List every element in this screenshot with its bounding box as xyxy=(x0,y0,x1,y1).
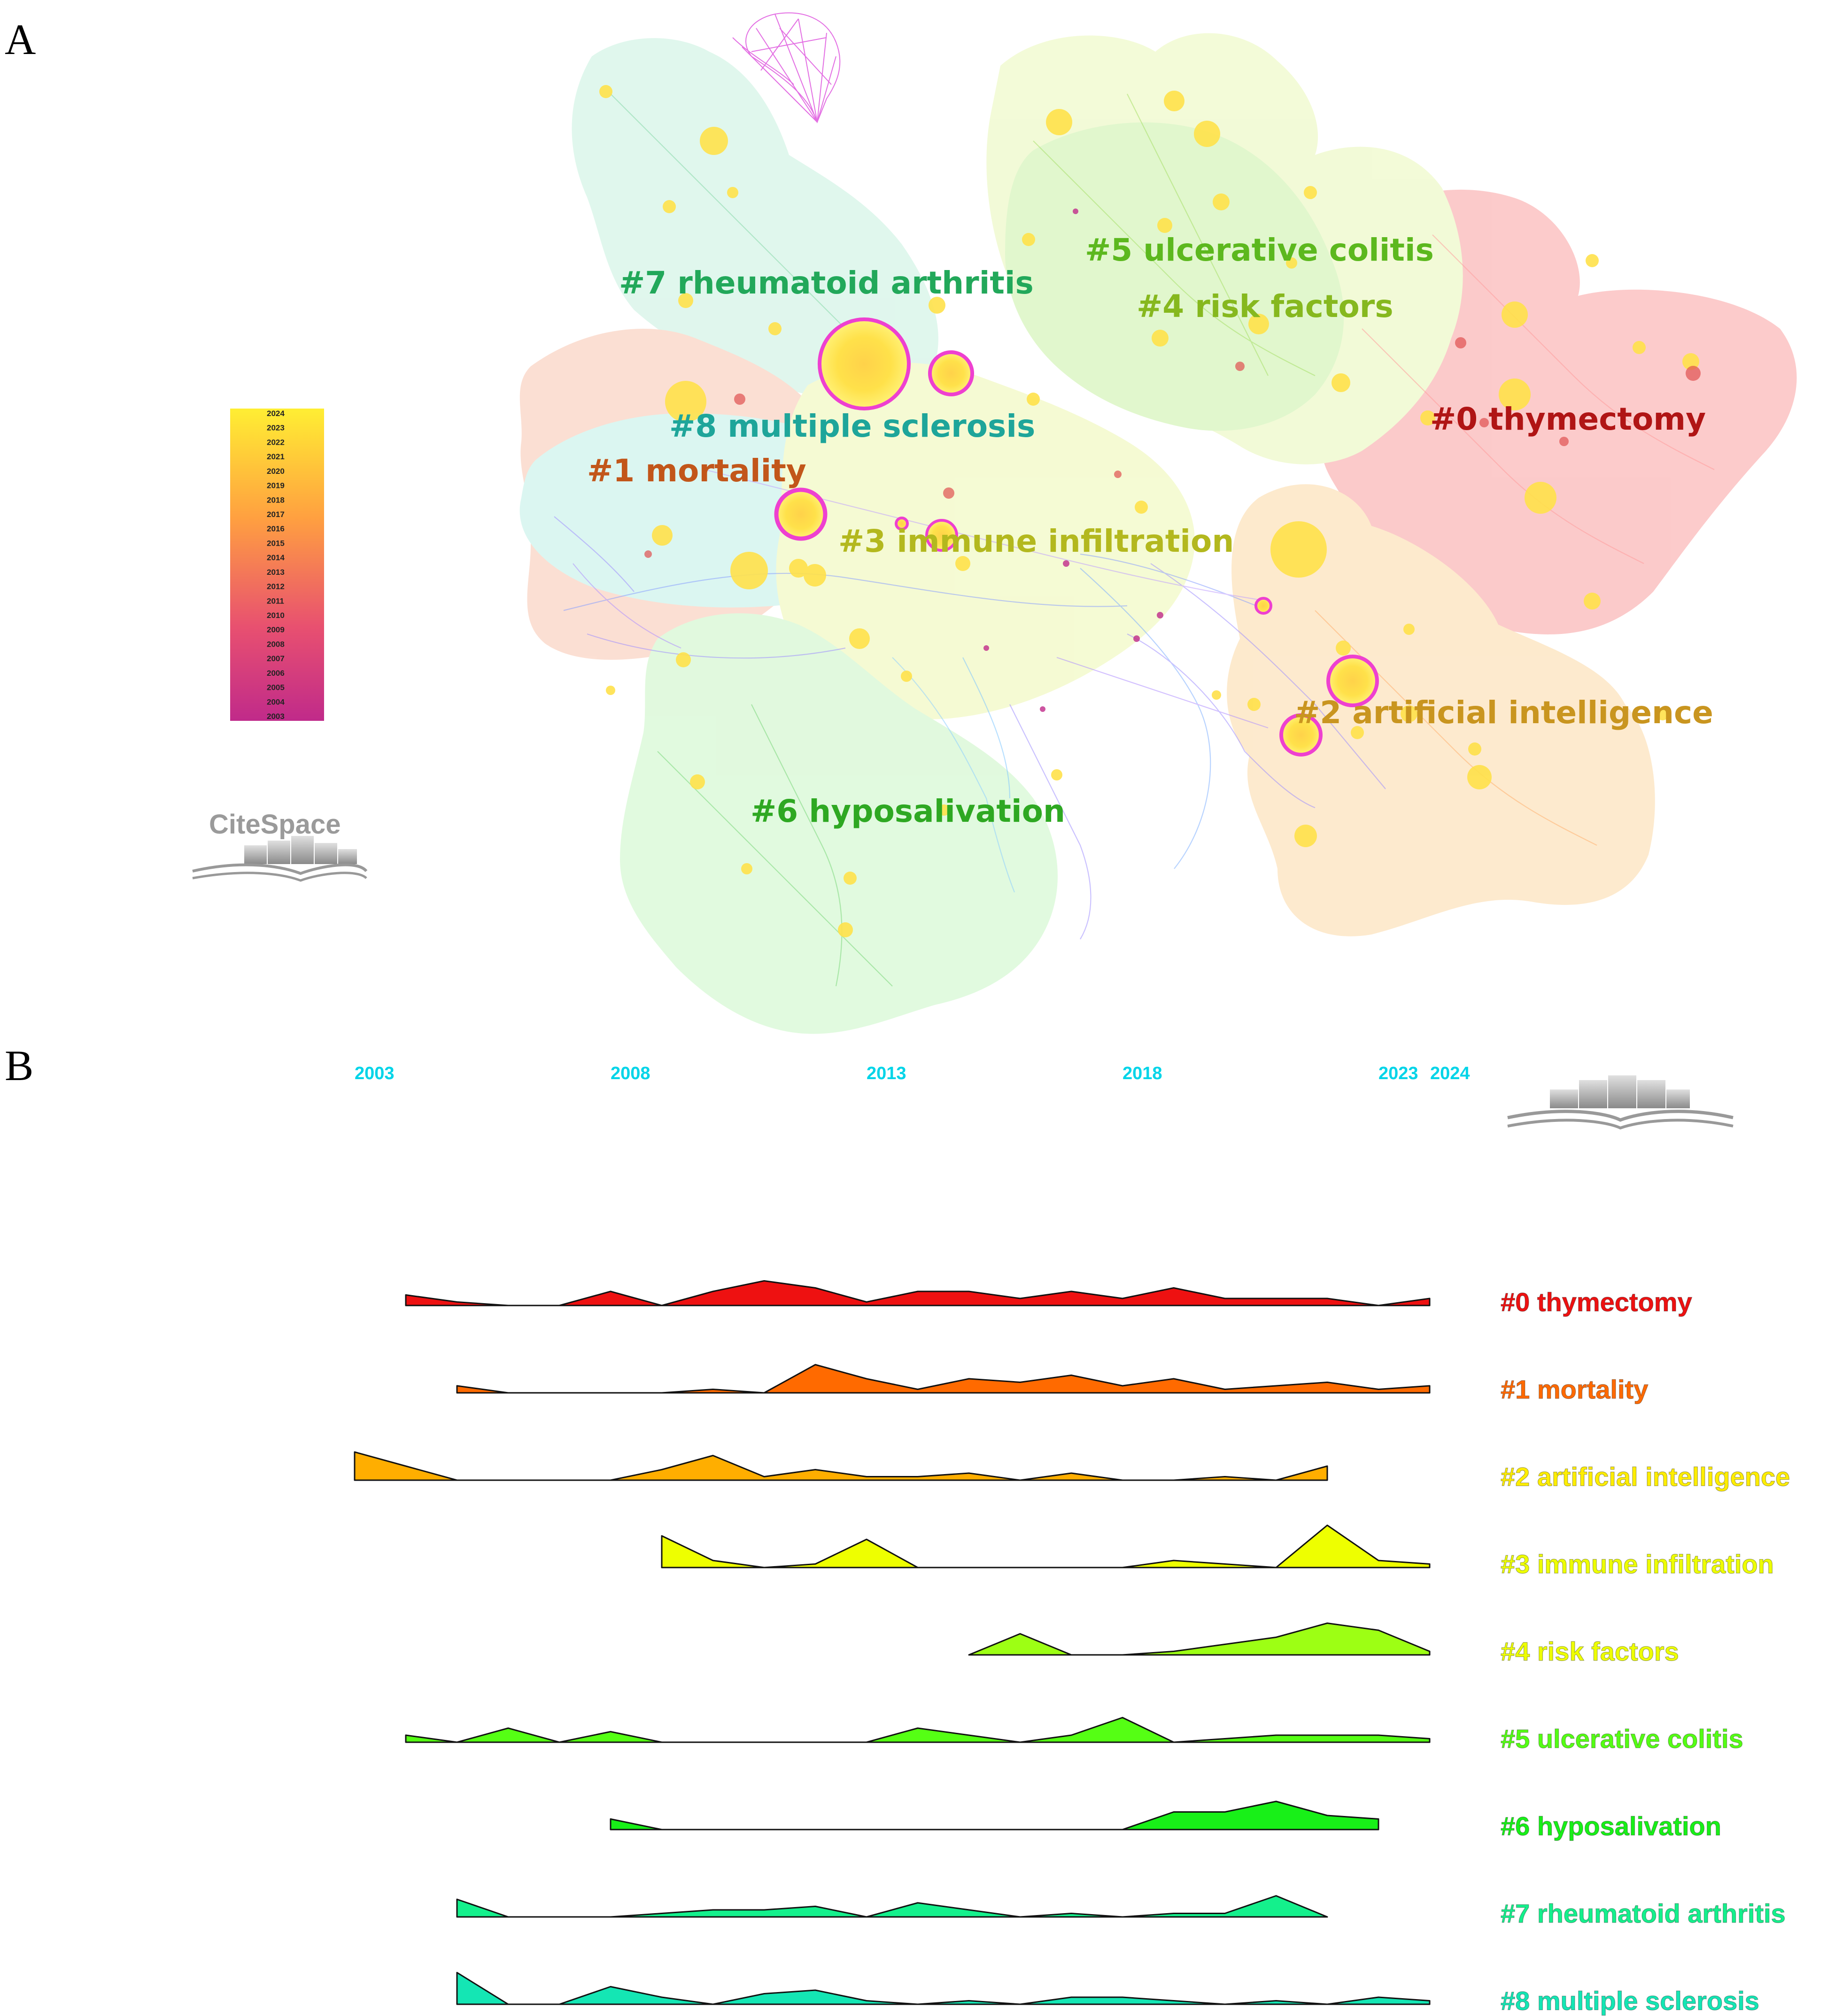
cluster-label-6: #6 hyposalivation xyxy=(751,793,1065,829)
timeline-area-cluster-3 xyxy=(661,1524,1431,1568)
isolated-subnetwork xyxy=(732,12,841,124)
cluster-labels: #5 ulcerative colitis #4 risk factors #7… xyxy=(587,232,1713,829)
legend-year-2012: 2012 xyxy=(267,582,285,591)
legend-year-2004: 2004 xyxy=(267,697,285,706)
citespace-logo-b xyxy=(1507,1075,1734,1130)
legend-year-2015: 2015 xyxy=(267,539,285,548)
legend-year-2011: 2011 xyxy=(267,596,284,605)
legend-year-2013: 2013 xyxy=(267,568,285,577)
panel-b-letter: B xyxy=(5,1042,33,1089)
timeline-area-cluster-8 xyxy=(456,1972,1431,2005)
legend-year-2007: 2007 xyxy=(267,654,285,663)
legend-year-2023: 2023 xyxy=(267,424,285,433)
cluster-label-0: #0 thymectomy xyxy=(1430,401,1706,437)
logo-text: CiteSpace xyxy=(209,809,341,840)
cluster-label-4: #4 risk factors xyxy=(1137,288,1393,324)
x-tick-2008: 2008 xyxy=(611,1064,650,1083)
cluster-label-2: #2 artificial intelligence xyxy=(1294,695,1713,731)
legend-year-2018: 2018 xyxy=(267,495,285,504)
timeline-area-cluster-1 xyxy=(456,1364,1431,1394)
timeline-chart: #0 thymectomy #1 mortality #2 artificial i… xyxy=(354,1280,1790,2016)
hull-cluster-3 xyxy=(776,363,1195,719)
legend-year-2019: 2019 xyxy=(267,481,285,490)
x-tick-2018: 2018 xyxy=(1123,1064,1162,1083)
legend-year-2003: 2003 xyxy=(267,712,285,721)
timeline-label-cluster-3: #3 immune infiltration xyxy=(1501,1549,1774,1579)
legend-year-2009: 2009 xyxy=(267,626,285,634)
cluster-hulls xyxy=(519,33,1797,1034)
citespace-logo-a: CiteSpace xyxy=(192,809,368,882)
cluster-label-1: #1 mortality xyxy=(587,453,806,489)
x-tick-2024: 2024 xyxy=(1430,1064,1470,1083)
x-tick-2023: 2023 xyxy=(1378,1064,1418,1083)
panel-a-letter: A xyxy=(5,15,36,63)
timeline-label-cluster-1: #1 mortality xyxy=(1501,1375,1648,1404)
cluster-label-5: #5 ulcerative colitis xyxy=(1085,232,1434,268)
timeline-label-cluster-6: #6 hyposalivation xyxy=(1501,1811,1721,1841)
legend-year-2010: 2010 xyxy=(267,611,285,620)
hull-cluster-4 xyxy=(1005,122,1344,431)
timeline-area-cluster-4 xyxy=(968,1622,1431,1656)
timeline-label-cluster-5: #5 ulcerative colitis xyxy=(1501,1724,1743,1753)
year-legend-bar xyxy=(230,409,324,721)
legend-year-2008: 2008 xyxy=(267,640,285,649)
cluster-label-7: #7 rheumatoid arthritis xyxy=(619,265,1034,301)
hull-cluster-2 xyxy=(1227,484,1655,936)
network-panel: #5 ulcerative colitis #4 risk factors #7… xyxy=(519,12,1797,1034)
timeline-label-cluster-2: #2 artificial intelligence xyxy=(1501,1462,1790,1491)
network-nodes xyxy=(599,85,1701,937)
timeline-area-cluster-6 xyxy=(610,1800,1379,1831)
x-tick-2013: 2013 xyxy=(867,1064,906,1083)
legend-year-2022: 2022 xyxy=(267,438,285,447)
network-links xyxy=(554,93,1715,987)
timeline-axis: 2003 2008 2013 2018 2023 2024 xyxy=(355,1064,1470,1083)
year-legend: 2024 2023 2022 2021 2020 2019 2018 2017 2016 2015… xyxy=(230,409,324,721)
timeline-label-cluster-7: #7 rheumatoid arthritis xyxy=(1501,1899,1786,1928)
timeline-area-cluster-7 xyxy=(456,1895,1328,1918)
legend-year-2020: 2020 xyxy=(267,467,285,476)
legend-year-2014: 2014 xyxy=(267,553,285,562)
timeline-label-cluster-8: #8 multiple sclerosis xyxy=(1501,1986,1759,2016)
cluster-label-3: #3 immune infiltration xyxy=(838,523,1234,559)
hull-cluster-7 xyxy=(572,38,938,399)
timeline-label-cluster-4: #4 risk factors xyxy=(1501,1637,1679,1666)
timeline-area-cluster-5 xyxy=(405,1717,1431,1743)
legend-year-2024: 2024 xyxy=(267,409,285,418)
legend-year-2017: 2017 xyxy=(267,510,285,519)
legend-year-2005: 2005 xyxy=(267,683,285,692)
hull-cluster-6 xyxy=(620,613,1058,1034)
cluster-label-8: #8 multiple sclerosis xyxy=(669,408,1035,444)
x-tick-2003: 2003 xyxy=(355,1064,395,1083)
legend-year-2016: 2016 xyxy=(267,525,285,533)
timeline-area-cluster-0 xyxy=(405,1280,1431,1306)
timeline-area-cluster-2 xyxy=(354,1451,1328,1481)
timeline-label-cluster-0: #0 thymectomy xyxy=(1501,1287,1692,1317)
legend-year-2006: 2006 xyxy=(267,669,285,678)
legend-year-2021: 2021 xyxy=(267,452,285,461)
